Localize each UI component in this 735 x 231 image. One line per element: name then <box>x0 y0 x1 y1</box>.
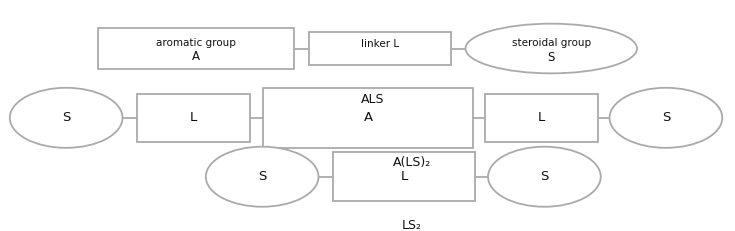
FancyBboxPatch shape <box>333 152 476 201</box>
Text: A: A <box>192 50 200 63</box>
Ellipse shape <box>465 24 637 73</box>
FancyBboxPatch shape <box>485 94 598 142</box>
Text: S: S <box>258 170 266 183</box>
Text: aromatic group: aromatic group <box>156 38 236 48</box>
FancyBboxPatch shape <box>309 32 451 65</box>
Text: L: L <box>401 170 408 183</box>
Text: steroidal group: steroidal group <box>512 38 591 48</box>
Text: LS₂: LS₂ <box>401 219 422 231</box>
Text: S: S <box>62 111 71 124</box>
Text: A: A <box>363 111 373 124</box>
Text: S: S <box>540 170 548 183</box>
Text: linker L: linker L <box>361 39 399 49</box>
Text: L: L <box>190 111 197 124</box>
Ellipse shape <box>609 88 723 148</box>
FancyBboxPatch shape <box>137 94 250 142</box>
Ellipse shape <box>206 147 318 207</box>
Text: S: S <box>548 51 555 64</box>
Text: S: S <box>662 111 670 124</box>
Ellipse shape <box>488 147 600 207</box>
Text: A(LS)₂: A(LS)₂ <box>392 156 431 169</box>
Text: L: L <box>538 111 545 124</box>
Ellipse shape <box>10 88 123 148</box>
FancyBboxPatch shape <box>98 28 294 69</box>
FancyBboxPatch shape <box>262 88 473 148</box>
Text: ALS: ALS <box>361 93 384 106</box>
